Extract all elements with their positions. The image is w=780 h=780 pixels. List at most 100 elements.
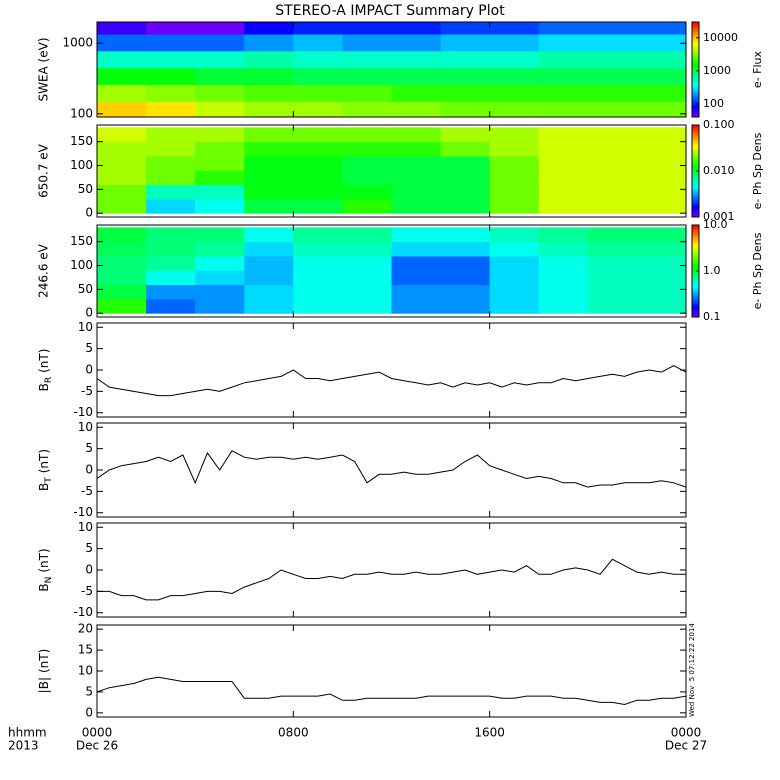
colorbar-stripe [692, 81, 699, 85]
colorbar-stripe [692, 29, 699, 32]
heat-cell [391, 255, 442, 271]
colorbar-stripe [692, 136, 699, 140]
heat-cell [538, 241, 589, 257]
colorbar-stripe [692, 45, 699, 49]
heat-cell [391, 155, 442, 171]
heat-cell [636, 241, 686, 257]
heat-cell [391, 198, 442, 214]
heat-cell [342, 50, 392, 69]
colorbar-stripe [692, 289, 699, 293]
heat-cell [489, 127, 540, 143]
y-tick-label: 0 [85, 306, 93, 320]
colorbar-stripe [692, 205, 699, 209]
time-label: hhmm [8, 726, 47, 740]
heat-cell [587, 170, 638, 186]
x-tick-label: 1600 [474, 726, 505, 740]
heat-cell [146, 84, 196, 102]
heat-cell [342, 22, 392, 35]
heat-cell [97, 50, 147, 69]
heat-cell [146, 198, 196, 214]
colorbar-stripe [692, 298, 699, 302]
heat-cell [538, 67, 589, 86]
heat-cell [636, 198, 686, 214]
y-tick-label: 10 [78, 420, 93, 434]
colorbar-stripe [692, 52, 699, 56]
colorbar-stripe [692, 48, 699, 51]
heat-cell [195, 67, 245, 86]
label-symbol: B [37, 583, 51, 591]
heat-cell [293, 84, 343, 102]
colorbar-stripe [692, 60, 699, 63]
plot-area [97, 450, 686, 488]
colorbar-stripe [692, 134, 699, 137]
colorbar-stripe [692, 257, 699, 260]
y-tick-label: -10 [73, 405, 93, 419]
colorbar-stripe [692, 268, 699, 272]
colorbar-stripe [692, 141, 699, 144]
y-tick-label: -5 [81, 484, 93, 498]
colorbar-stripe [692, 62, 699, 66]
heat-cell [636, 170, 686, 186]
heat-cell [636, 22, 686, 35]
heat-cell [195, 255, 245, 271]
heat-cell [587, 50, 638, 69]
heat-cell [489, 170, 540, 186]
colorbar-stripe [692, 173, 699, 177]
heat-cell [293, 270, 343, 286]
heat-cell [538, 227, 589, 243]
line [97, 676, 686, 706]
line [97, 558, 686, 601]
heat-cell [587, 227, 638, 243]
x-tick-label: 0000 [82, 726, 113, 740]
heat-cell [587, 22, 638, 35]
heat-cell [636, 270, 686, 286]
heat-cell [538, 155, 589, 171]
colorbar-stripe [692, 214, 699, 218]
colorbar-stripe [692, 33, 699, 37]
heat-cell [440, 22, 491, 35]
heat-cell [636, 227, 686, 243]
heat-cell [244, 241, 294, 257]
y-tick-label: 0 [85, 463, 93, 477]
heat-cell [538, 34, 589, 52]
y-tick-label: 100 [70, 158, 93, 172]
label-symbol: B [37, 483, 51, 491]
heat-cell [538, 141, 589, 157]
heat-cell [146, 34, 196, 52]
heat-cell [538, 184, 589, 200]
heat-cell [146, 241, 196, 257]
heat-cell [538, 298, 589, 314]
colorbar-stripe [692, 102, 699, 106]
colorbar-stripe [692, 291, 699, 295]
heat-cell [293, 67, 343, 86]
panel-frame [96, 224, 687, 318]
heat-cell [195, 170, 245, 186]
colorbar-stripe [692, 191, 699, 195]
colorbar-stripe [692, 248, 699, 251]
heat-cell [146, 170, 196, 186]
heat-cell [195, 284, 245, 300]
colorbar-stripe [692, 76, 699, 80]
colorbar-stripe [692, 95, 699, 99]
heat-cell [391, 284, 442, 300]
heat-cell [146, 298, 196, 314]
colorbar-stripe [692, 100, 699, 104]
heat-cell [146, 270, 196, 286]
panel-frame [96, 522, 687, 618]
heat-cell [342, 84, 392, 102]
colorbar-stripe [692, 125, 699, 128]
colorbar-stripe [692, 98, 699, 101]
colorbar-stripe [692, 314, 699, 318]
heat-cell [587, 270, 638, 286]
colorbar-stripe [692, 171, 699, 174]
heat-cell [146, 255, 196, 271]
colorbar-stripe [692, 148, 699, 151]
colorbar-stripe [692, 71, 699, 75]
colorbar-tick-label: 0.100 [703, 118, 735, 131]
heat-cell [244, 127, 294, 143]
heat-cell [195, 141, 245, 157]
heat-cell [636, 141, 686, 157]
heat-cell [342, 298, 392, 314]
heat-cell [195, 127, 245, 143]
colorbar-stripe [692, 22, 699, 25]
